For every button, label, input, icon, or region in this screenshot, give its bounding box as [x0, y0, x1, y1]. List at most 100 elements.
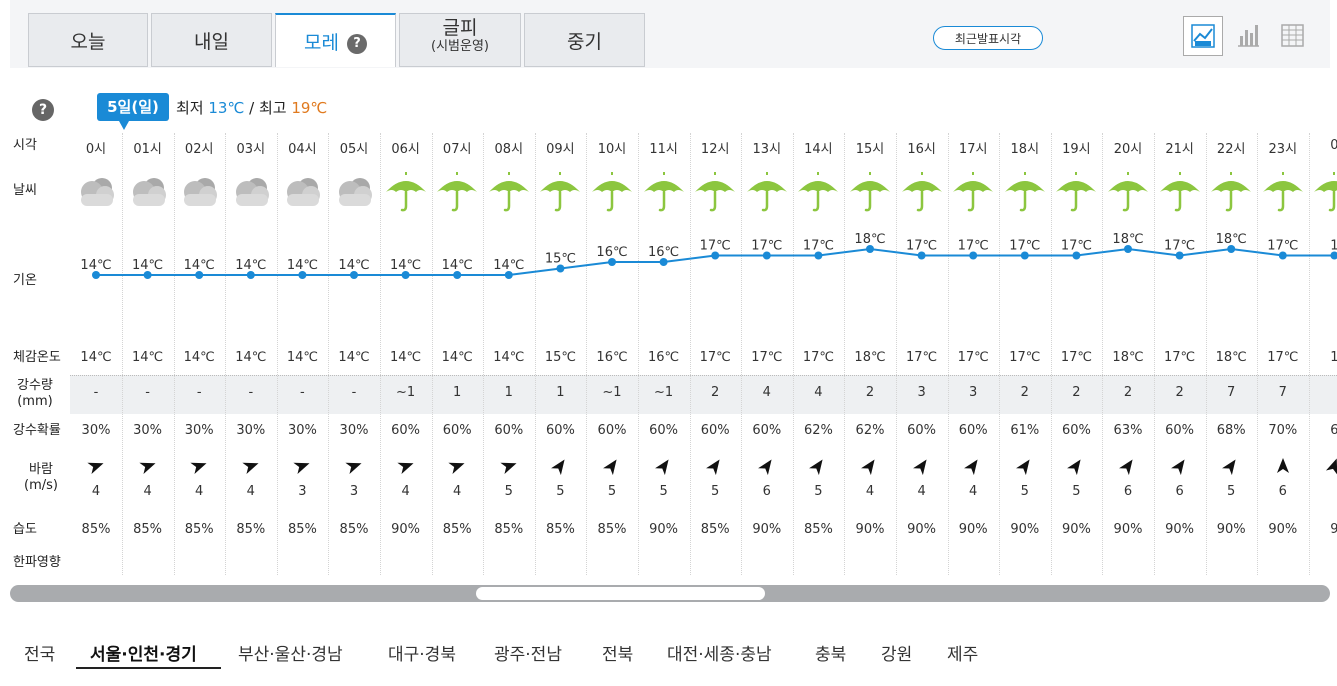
humidity: 85%: [236, 522, 266, 537]
wind-direction-icon: [947, 456, 999, 476]
temp-point: [1227, 245, 1236, 253]
region-tab[interactable]: 강원: [881, 645, 913, 665]
separator: /: [249, 99, 255, 117]
region-tab[interactable]: 대구·경북: [388, 645, 456, 665]
precip-amount: -: [300, 385, 305, 400]
wind-direction-icon: [1102, 456, 1154, 476]
help-icon[interactable]: ?: [32, 99, 54, 121]
row-label-precip: 강수량 (mm): [17, 378, 53, 410]
tab-midterm[interactable]: 중기: [524, 13, 645, 67]
precip-prob: 30%: [133, 423, 163, 438]
feel-temp: 14℃: [441, 350, 473, 365]
wind-direction-icon: [844, 456, 896, 476]
temp-point: [298, 271, 307, 279]
feel-temp: 17℃: [957, 350, 989, 365]
tab-tomorrow[interactable]: 내일: [151, 13, 272, 67]
wind-speed: 4: [453, 484, 462, 499]
help-icon[interactable]: ?: [346, 33, 367, 54]
recent-announcement-button[interactable]: 최근발표시각: [933, 26, 1043, 50]
region-tab[interactable]: 대전·세종·충남: [667, 645, 772, 665]
humidity: 85%: [339, 522, 369, 537]
row-label-feel: 체감온도: [13, 350, 61, 365]
precip-prob: 62%: [803, 423, 833, 438]
tab-today[interactable]: 오늘: [28, 13, 148, 67]
umbrella-icon: [1310, 170, 1337, 214]
bar-chart-view-button[interactable]: [1229, 16, 1269, 56]
temp-label: 14℃: [235, 258, 266, 273]
wind-direction-icon: [1308, 456, 1337, 476]
wind-speed: 4: [195, 484, 204, 499]
horizontal-scrollbar[interactable]: [10, 585, 1330, 602]
wind-speed: 4: [865, 484, 875, 499]
humidity: 90%: [1113, 522, 1143, 537]
feel-temp: 14℃: [235, 350, 267, 365]
temp-label: 14℃: [184, 258, 215, 273]
feel-temp: 16℃: [648, 350, 680, 365]
temp-label: 14℃: [338, 258, 369, 273]
hour-label: 21시: [1165, 142, 1194, 157]
feel-temp: 17℃: [1164, 350, 1196, 365]
wind-direction-icon: [792, 456, 844, 476]
column-divider: [534, 133, 536, 575]
column-divider: [999, 133, 1001, 575]
feel-temp: 15℃: [544, 350, 576, 365]
umbrella-icon: [743, 170, 791, 214]
wind-speed: 4: [401, 484, 410, 499]
cloud-icon: [124, 170, 172, 214]
region-tab[interactable]: 전국: [24, 645, 56, 665]
temp-point: [711, 251, 720, 260]
temp-label: 17℃: [1061, 239, 1092, 254]
hour-label: 14시: [804, 142, 833, 157]
wind-speed: 4: [91, 484, 101, 499]
region-tab[interactable]: 충북: [815, 645, 847, 665]
umbrella-icon: [640, 170, 688, 214]
precip-prob: 30%: [184, 423, 214, 438]
feel-temp: 17℃: [751, 350, 783, 365]
feel-temp: 14℃: [286, 350, 318, 365]
humidity: 85%: [184, 522, 214, 537]
feel-temp: 14℃: [493, 350, 525, 365]
humidity: 9: [1330, 522, 1337, 537]
tab-three-days[interactable]: 글피 (시범운영): [399, 13, 521, 67]
row-label-wind: 바람 (m/s): [24, 462, 58, 494]
tab-day-after-tomorrow[interactable]: 모레?: [275, 13, 396, 67]
region-tab[interactable]: 광주·전남: [494, 645, 562, 665]
humidity: 90%: [1165, 522, 1195, 537]
temp-label: 14℃: [493, 258, 524, 273]
hour-label: 0: [1330, 138, 1337, 153]
precip-prob: 60%: [442, 423, 472, 438]
wind-speed: 4: [246, 484, 255, 499]
hour-label: 16시: [907, 142, 936, 157]
line-chart-view-button[interactable]: [1183, 16, 1223, 56]
wind-speed: 6: [762, 484, 771, 499]
humidity: 85%: [494, 522, 524, 537]
wind-speed: 4: [969, 484, 978, 499]
precip-prob: 63%: [1113, 423, 1143, 438]
hour-label: 15시: [855, 142, 885, 157]
temp-label: 14℃: [287, 258, 318, 273]
precip-prob: 70%: [1268, 423, 1298, 438]
region-tab[interactable]: 제주: [947, 645, 979, 665]
region-tab[interactable]: 서울·인천·경기: [90, 645, 197, 665]
precip-prob: 30%: [287, 423, 317, 438]
precip-amount: -: [248, 385, 254, 400]
wind-speed: 5: [504, 484, 513, 499]
umbrella-icon: [588, 170, 636, 214]
hour-label: 23시: [1268, 142, 1298, 157]
feel-temp: 14℃: [390, 350, 422, 365]
region-tab[interactable]: 부산·울산·경남: [238, 645, 343, 665]
precip-amount: 7: [1278, 385, 1287, 400]
cloud-icon: [175, 170, 223, 214]
region-tab[interactable]: 전북: [602, 645, 634, 665]
wind-direction-icon: [483, 456, 535, 476]
humidity: 85%: [81, 522, 111, 537]
wind-direction-icon: [173, 456, 225, 476]
wind-speed: 4: [917, 484, 926, 499]
table-view-button[interactable]: [1273, 16, 1313, 56]
scrollbar-thumb[interactable]: [476, 587, 765, 600]
temp-label: 18℃: [854, 232, 885, 247]
precip-prob: 30%: [81, 423, 111, 438]
wind-speed: 5: [1020, 484, 1029, 499]
temp-label: 15℃: [545, 252, 576, 267]
humidity: 85%: [442, 522, 472, 537]
